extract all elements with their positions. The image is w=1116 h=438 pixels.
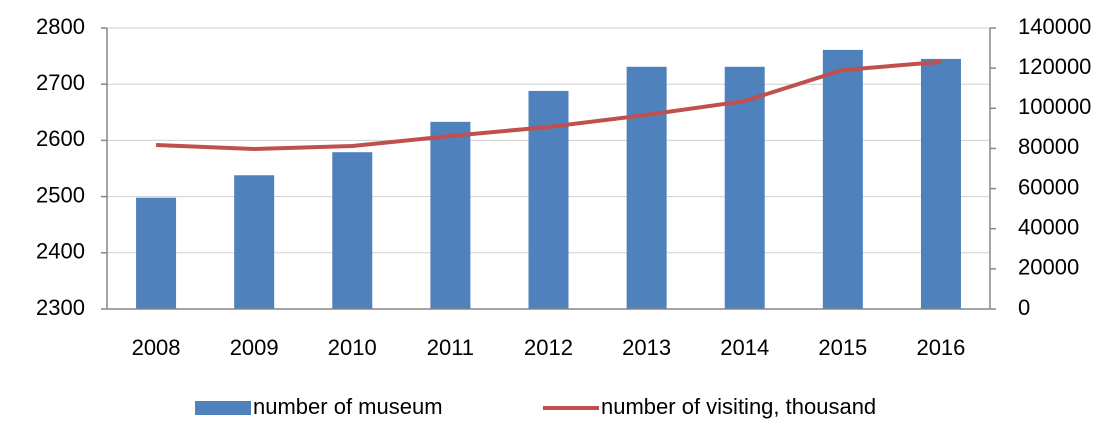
y2-tick-label: 20000 xyxy=(1018,255,1079,280)
y2-tick-label: 120000 xyxy=(1018,54,1091,79)
x-tick-label: 2013 xyxy=(622,335,671,360)
bar xyxy=(136,197,177,309)
bar xyxy=(920,58,961,309)
y2-tick-label: 40000 xyxy=(1018,215,1079,240)
x-tick-label: 2012 xyxy=(524,335,573,360)
x-tick-label: 2008 xyxy=(132,335,181,360)
y-tick-label: 2800 xyxy=(36,14,85,39)
bar xyxy=(332,152,373,309)
y-tick-label: 2300 xyxy=(36,295,85,320)
bar xyxy=(626,66,667,309)
x-tick-label: 2010 xyxy=(328,335,377,360)
y2-tick-label: 0 xyxy=(1018,295,1030,320)
y-tick-label: 2400 xyxy=(36,239,85,264)
bar xyxy=(430,121,471,309)
bar xyxy=(234,175,275,309)
line xyxy=(155,59,942,152)
x-tick-label: 2009 xyxy=(230,335,279,360)
y-tick-label: 2600 xyxy=(36,126,85,151)
y2-tick-label: 80000 xyxy=(1018,134,1079,159)
legend-label: number of visiting, thousand xyxy=(601,394,876,419)
y2-tick-label: 60000 xyxy=(1018,174,1079,199)
y-tick-label: 2500 xyxy=(36,182,85,207)
x-tick-label: 2016 xyxy=(916,335,965,360)
x-tick-label: 2015 xyxy=(818,335,867,360)
y-tick-label: 2700 xyxy=(36,70,85,95)
x-tick-label: 2011 xyxy=(427,335,474,360)
x-tick-label: 2014 xyxy=(720,335,769,360)
bar xyxy=(724,66,765,309)
legend-swatch xyxy=(195,401,251,415)
y2-tick-label: 100000 xyxy=(1018,94,1091,119)
y2-tick-label: 140000 xyxy=(1018,14,1091,39)
legend-label: number of museum xyxy=(253,394,443,419)
bar xyxy=(822,49,863,309)
